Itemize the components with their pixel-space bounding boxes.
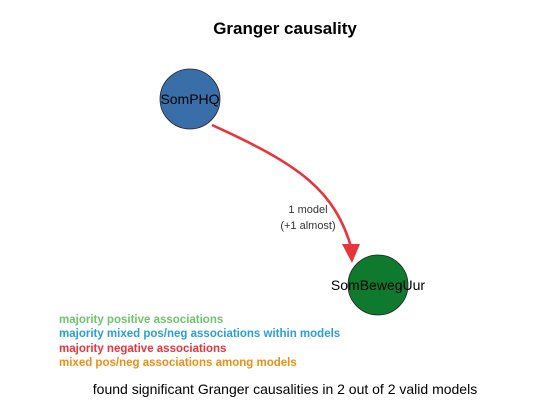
legend-mixed-among: mixed pos/neg associations among models bbox=[59, 356, 297, 369]
node-sombeweguur[interactable] bbox=[347, 254, 409, 316]
node-sombeweguur-label: SomBewegUur bbox=[331, 277, 425, 293]
legend-positive: majority positive associations bbox=[59, 314, 224, 326]
causality-edge[interactable] bbox=[211, 123, 354, 251]
legend-negative: majority negative associations bbox=[59, 342, 227, 355]
node-somphq[interactable] bbox=[159, 68, 221, 130]
edge-label-models: 1 model bbox=[288, 204, 327, 216]
legend-mixed-within: majority mixed pos/neg associations with… bbox=[59, 328, 341, 341]
footer-summary: found significant Granger causalities in… bbox=[92, 381, 478, 397]
legend: majority positive associations majority … bbox=[59, 313, 340, 370]
edge-arrowhead bbox=[342, 244, 360, 263]
diagram-title: Granger causality bbox=[213, 19, 357, 38]
edge-label-almost: (+1 almost) bbox=[280, 220, 335, 232]
node-somphq-label: SomPHQ bbox=[160, 91, 219, 107]
